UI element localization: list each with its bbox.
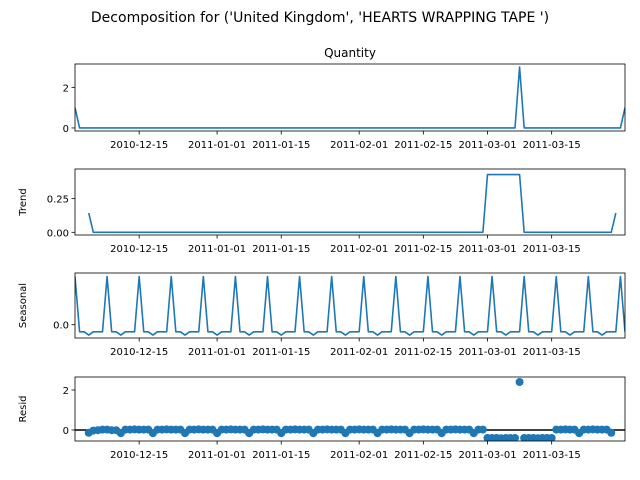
plot-area xyxy=(87,173,617,234)
data-point xyxy=(478,425,487,434)
y-axis-label: Seasonal xyxy=(18,283,29,328)
subplot-1: 0 2 2010-12-15 2011-01-01 2011-01-15 2011-02-… xyxy=(63,46,626,151)
x-tick-label: 2011-01-01 xyxy=(188,347,246,358)
subplot-3: 0.0 2010-12-15 2011-01-01 2011-01-15 2011-02… xyxy=(18,272,626,358)
x-tick-label: 2011-03-15 xyxy=(523,347,581,358)
x-tick-label: 2011-01-01 xyxy=(188,450,246,461)
figure-suptitle: Decomposition for ('United Kingdom', 'HE… xyxy=(91,10,549,26)
data-point xyxy=(607,428,616,437)
x-tick-label: 2011-02-15 xyxy=(394,140,452,151)
x-tick-label: 2011-02-01 xyxy=(330,244,388,255)
x-tick-label: 2011-03-01 xyxy=(458,347,516,358)
x-tick-label: 2011-03-01 xyxy=(458,450,516,461)
y-tick-label: 0 xyxy=(63,124,69,135)
y-tick-label: 0 xyxy=(63,426,69,437)
subplot-4: 0 2 2010-12-15 2011-01-01 2011-01-15 2011-02-… xyxy=(18,376,626,461)
y-tick-label: 0.25 xyxy=(47,195,69,206)
data-point xyxy=(547,434,556,441)
x-tick-label: 2011-02-01 xyxy=(330,140,388,151)
x-tick-label: 2011-01-01 xyxy=(188,244,246,255)
x-tick-label: 2011-02-15 xyxy=(394,450,452,461)
x-tick-label: 2011-03-15 xyxy=(523,450,581,461)
x-tick-label: 2011-02-15 xyxy=(394,244,452,255)
data-point xyxy=(515,378,524,386)
series-line xyxy=(87,173,617,234)
y-tick-label: 2 xyxy=(63,83,69,94)
x-tick-label: 2011-01-15 xyxy=(252,244,310,255)
x-tick-label: 2011-03-01 xyxy=(458,244,516,255)
x-tick-label: 2011-01-01 xyxy=(188,140,246,151)
series-line xyxy=(75,275,625,336)
x-tick-label: 2010-12-15 xyxy=(110,244,168,255)
data-point xyxy=(511,434,519,441)
series-line xyxy=(75,66,625,129)
subplot-title: Quantity xyxy=(324,46,376,60)
y-tick-label: 0.00 xyxy=(47,228,69,239)
plot-area xyxy=(75,378,625,441)
axes-frame xyxy=(74,63,626,132)
y-axis-label: Trend xyxy=(18,188,29,216)
x-tick-label: 2010-12-15 xyxy=(110,450,168,461)
plot-area xyxy=(75,275,625,336)
y-tick-label: 0.0 xyxy=(53,321,69,332)
x-tick-label: 2011-02-01 xyxy=(330,347,388,358)
x-tick-label: 2011-01-15 xyxy=(252,347,310,358)
x-tick-label: 2011-02-15 xyxy=(394,347,452,358)
y-tick-label: 2 xyxy=(63,386,69,397)
x-tick-label: 2011-03-15 xyxy=(523,140,581,151)
y-axis-label: Resid xyxy=(18,396,29,423)
axes-frame xyxy=(74,376,626,442)
axes-frame xyxy=(74,168,626,236)
x-tick-label: 2010-12-15 xyxy=(110,347,168,358)
axes-frame xyxy=(74,272,626,339)
plot-area xyxy=(75,66,625,129)
x-tick-label: 2011-01-15 xyxy=(252,140,310,151)
subplot-2: 0.00 0.25 2010-12-15 2011-01-01 2011-01-15 20… xyxy=(18,168,626,255)
x-tick-label: 2011-01-15 xyxy=(252,450,310,461)
x-tick-label: 2011-03-01 xyxy=(458,140,516,151)
x-tick-label: 2011-03-15 xyxy=(523,244,581,255)
subplots: 0 2 2010-12-15 2011-01-01 2011-01-15 2011-02-… xyxy=(18,46,626,461)
x-tick-label: 2011-02-01 xyxy=(330,450,388,461)
x-tick-label: 2010-12-15 xyxy=(110,140,168,151)
